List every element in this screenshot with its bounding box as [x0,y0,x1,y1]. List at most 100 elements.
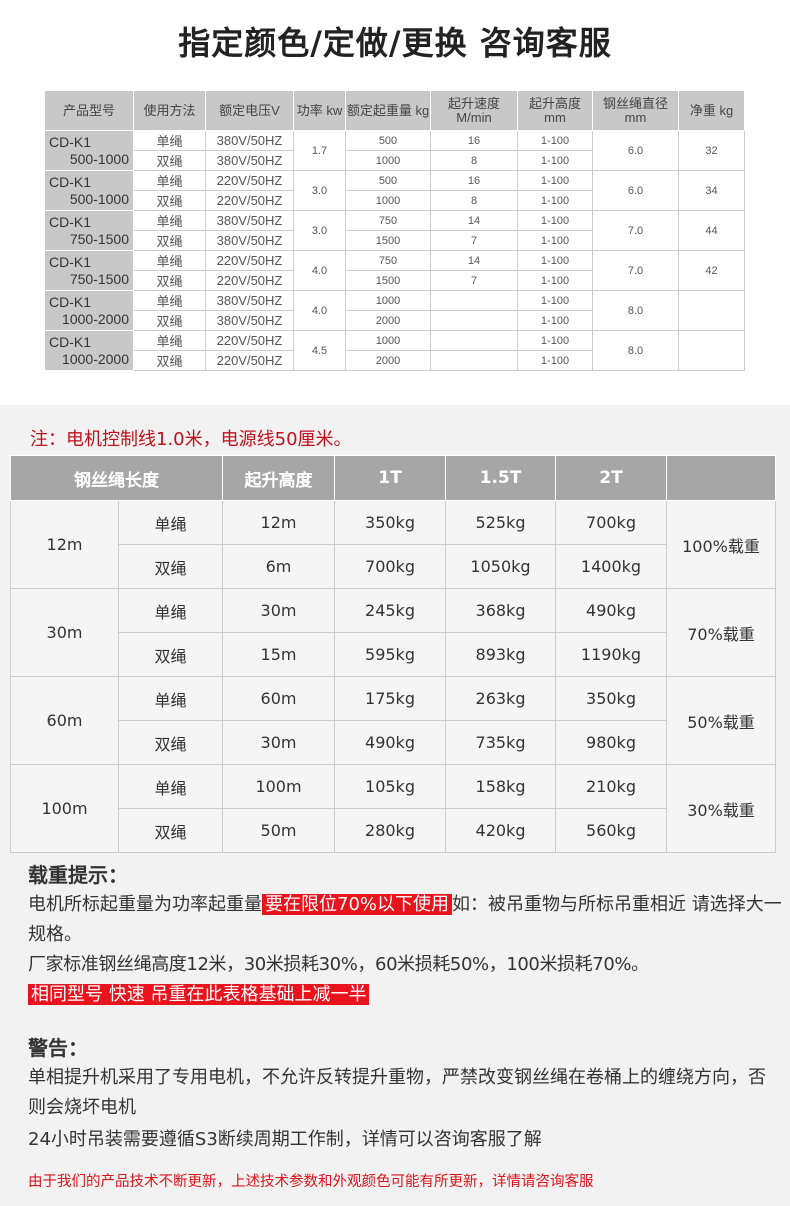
model-cell: CD-K1 1000-2000 [44,330,134,371]
diameter-cell: 6.0 [592,130,679,171]
weight-cell [678,290,745,331]
height-cell: 1-100 [517,310,593,331]
power-cell: 1.7 [293,130,346,171]
weight-cell: 44 [678,210,745,251]
weight-cell: 34 [678,170,745,211]
model-name: CD-K1 [49,333,92,350]
load-cell: 2000 [345,310,431,331]
table-row: CD-K1 750-1500 单绳 380V/50HZ 3.0 750 14 1-100 7.0… [44,210,745,251]
power-cell: 4.5 [293,330,346,371]
column-header: 起升高度 [222,455,335,501]
voltage-cell: 380V/50HZ [205,310,294,331]
table-row: 12m 单绳 12m 350kg 525kg 700kg 100%载重 [10,500,776,589]
table-row: CD-K1 500-1000 单绳 380V/50HZ 1.7 500 16 1-100 6.0… [44,130,745,171]
voltage-cell: 220V/50HZ [205,250,294,271]
t1-cell: 175kg [334,676,446,721]
method-cell: 双绳 [133,270,206,291]
t1-cell: 245kg [334,588,446,633]
load-table: 钢丝绳长度 起升高度 1T 1.5T 2T 12m 单绳 12m 350kg 525kg 700k… [10,455,776,853]
column-header: 钢丝绳直径 mm [592,90,679,131]
voltage-cell: 380V/50HZ [205,150,294,171]
diameter-cell: 7.0 [592,250,679,291]
load-cell: 1500 [345,270,431,291]
method-cell: 双绳 [118,632,223,677]
model-name: CD-K1 [49,253,92,270]
t15-cell: 420kg [445,808,556,853]
rope-length-cell: 100m [10,764,119,853]
t2-cell: 1190kg [555,632,667,677]
load-tips: 载重提示： 电机所标起重量为功率起重量 要在限位70%以下使用 如：被吊重物与所标吊… [28,860,790,1010]
table-row: 双绳 380V/50HZ 1000 8 1-100 [45,150,745,171]
weight-cell: 42 [678,250,745,291]
table-row: 双绳 220V/50HZ 1000 8 1-100 [45,190,745,211]
load-cell: 1000 [345,190,431,211]
t1-cell: 280kg [334,808,446,853]
model-name: CD-K1 [49,133,92,150]
model-range: 500-1000 [69,190,129,207]
table-row: CD-K1 500-1000 单绳 220V/50HZ 3.0 500 16 1-100 6.0… [44,170,745,211]
table-row: 双绳 6m 700kg 1050kg 1400kg [11,544,776,589]
column-header: 2T [555,455,667,501]
tips-highlight: 相同型号 快速 吊重在此表格基础上减一半 [28,984,370,1005]
warning-text: 24小时吊装需要遵循S3断续周期工作制，详情可以咨询客服了解 [28,1129,542,1150]
t1-cell: 595kg [334,632,446,677]
speed-cell: 7 [430,230,518,251]
table-row: 60m 单绳 60m 175kg 263kg 350kg 50%载重 [10,676,776,765]
voltage-cell: 380V/50HZ [205,130,294,151]
voltage-cell: 380V/50HZ [205,230,294,251]
height-cell: 1-100 [517,150,593,171]
load-ratio-cell: 50%载重 [666,676,776,765]
method-cell: 双绳 [118,808,223,853]
model-range: 750-1500 [69,230,129,247]
tips-text: 如：被吊重物与所标吊重相近 请选择大一规格。 [28,894,782,945]
diameter-cell: 8.0 [592,330,679,371]
power-cell: 3.0 [293,210,346,251]
load-cell: 500 [345,170,431,191]
t1-cell: 700kg [334,544,446,589]
model-range: 1000-2000 [62,310,129,327]
method-cell: 单绳 [133,210,206,231]
rope-length-cell: 30m [10,588,119,677]
height-cell: 6m [222,544,335,589]
t2-cell: 560kg [555,808,667,853]
column-header: 1T [334,455,446,501]
height-cell: 50m [222,808,335,853]
method-cell: 双绳 [133,310,206,331]
height-cell: 1-100 [517,130,593,151]
weight-cell [678,330,745,371]
diameter-cell: 7.0 [592,210,679,251]
t15-cell: 1050kg [445,544,556,589]
speed-cell [430,290,518,311]
column-header: 额定起重量 kg [345,90,431,131]
warning-text: 单相提升机采用了专用电机，不允许反转提升重物，严禁改变钢丝绳在卷桶上的缠绕方向，… [28,1067,766,1118]
height-cell: 1-100 [517,290,593,311]
t15-cell: 525kg [445,500,556,545]
voltage-cell: 380V/50HZ [205,210,294,231]
voltage-cell: 220V/50HZ [205,190,294,211]
method-cell: 单绳 [133,130,206,151]
method-cell: 单绳 [133,290,206,311]
model-range: 1000-2000 [62,350,129,367]
t15-cell: 893kg [445,632,556,677]
method-cell: 单绳 [118,764,223,809]
power-cell: 4.0 [293,250,346,291]
column-header: 净重 kg [678,90,745,131]
load-cell: 1500 [345,230,431,251]
method-cell: 双绳 [133,150,206,171]
note-text: 注：电机控制线1.0米，电源线50厘米。 [30,429,352,450]
speed-cell: 8 [430,150,518,171]
table-row: 双绳 30m 490kg 735kg 980kg [11,720,776,765]
model-cell: CD-K1 500-1000 [44,130,134,171]
t1-cell: 350kg [334,500,446,545]
t1-cell: 490kg [334,720,446,765]
height-cell: 1-100 [517,210,593,231]
method-cell: 单绳 [133,170,206,191]
load-cell: 1000 [345,290,431,311]
height-cell: 1-100 [517,250,593,271]
load-ratio-cell: 30%载重 [666,764,776,853]
column-header: 额定电压V [205,90,294,131]
column-header: 起升高度 mm [517,90,593,131]
column-header-blank [666,455,776,501]
method-cell: 双绳 [118,544,223,589]
model-name: CD-K1 [49,213,92,230]
